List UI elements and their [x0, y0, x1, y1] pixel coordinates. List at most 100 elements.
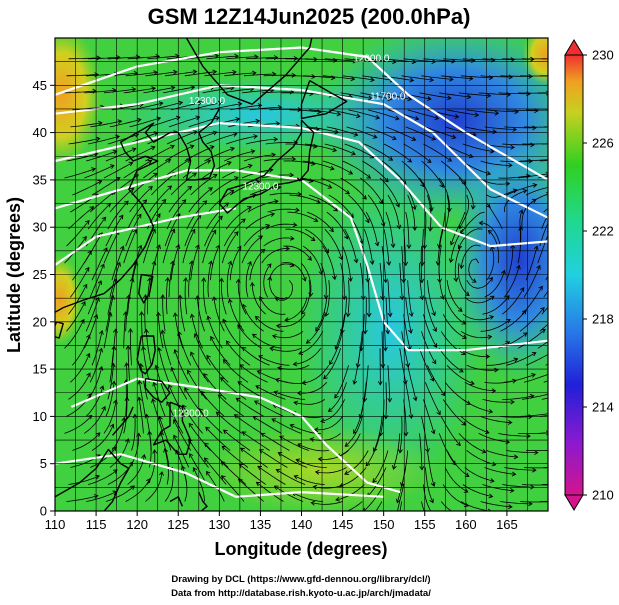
streamline-arrowhead [387, 397, 393, 403]
streamline-arrowhead [206, 354, 211, 360]
streamline-arrowhead [462, 334, 467, 340]
streamline-arrowhead [487, 229, 493, 235]
streamline [442, 484, 469, 507]
streamline-arrowhead [427, 96, 432, 102]
streamline-arrowhead [289, 172, 295, 178]
streamline-arrowhead [522, 332, 528, 337]
streamline [478, 92, 511, 96]
streamline [145, 71, 177, 77]
streamline-arrowhead [501, 269, 506, 275]
streamline [206, 55, 239, 60]
streamline-arrowhead [85, 220, 90, 225]
streamline-arrowhead [313, 427, 319, 433]
streamline-arrowhead [152, 381, 157, 387]
streamline [486, 450, 518, 458]
streamline-arrowhead [187, 185, 193, 191]
streamline-arrowhead [295, 458, 301, 463]
streamline [344, 143, 375, 158]
streamline-arrowhead [168, 384, 173, 390]
x-tick-label: 160 [455, 517, 477, 532]
streamline-arrowhead [392, 135, 397, 141]
streamline-arrowhead [252, 333, 257, 339]
streamline-arrowhead [456, 441, 461, 447]
streamline-arrowhead [399, 533, 403, 537]
streamline-arrowhead [561, 309, 565, 313]
streamline-arrowhead [552, 125, 555, 129]
streamline [194, 333, 211, 366]
streamline [245, 213, 275, 230]
streamline [184, 277, 188, 315]
coastline [55, 321, 64, 339]
streamline-arrowhead [508, 504, 513, 510]
streamline-arrowhead [367, 95, 373, 101]
streamline-arrowhead [405, 362, 411, 368]
streamline-arrowhead [181, 199, 187, 204]
colorbar-tick-label: 222 [592, 224, 614, 239]
streamline [385, 211, 394, 248]
streamline [328, 194, 354, 218]
streamline-arrowhead [515, 264, 521, 270]
streamline-arrowhead [251, 70, 257, 76]
streamline-arrowhead [98, 329, 104, 335]
streamline-arrowhead [175, 115, 181, 121]
streamline [190, 102, 222, 111]
x-tick-label: 130 [208, 517, 230, 532]
colorbar-ticks: 230 226 222 218 214 210 [583, 48, 614, 503]
streamline-arrowhead [238, 463, 244, 469]
streamline [184, 71, 217, 77]
streamline [90, 446, 117, 468]
streamline-arrowhead [80, 318, 85, 324]
streamline-arrowhead [312, 484, 318, 490]
streamline [385, 382, 387, 419]
streamline-arrowhead [522, 309, 527, 315]
streamline-arrowhead [489, 295, 495, 300]
streamline-arrowhead [198, 100, 203, 106]
streamline [504, 374, 536, 383]
chart-title: GSM 12Z14Jun2025 (200.0hPa) [148, 4, 471, 29]
streamline [439, 92, 471, 98]
streamline [83, 232, 103, 264]
streamline [198, 408, 223, 434]
streamline-arrowhead [139, 311, 145, 316]
streamline [130, 328, 132, 366]
streamline-arrowhead [390, 243, 396, 249]
streamline-arrowhead [82, 283, 88, 289]
streamline-arrowhead [99, 385, 105, 391]
streamline [191, 314, 203, 349]
streamline-arrowhead [101, 216, 107, 222]
streamline-arrowhead [205, 426, 210, 432]
streamline [66, 74, 99, 77]
streamline-arrowhead [146, 478, 151, 484]
streamline-arrowhead [419, 261, 425, 267]
streamline [66, 220, 90, 247]
streamline-arrowhead [247, 163, 253, 169]
streamline-arrowhead [113, 399, 118, 405]
streamline [68, 206, 94, 230]
streamline [294, 475, 325, 485]
field-blue-east [450, 140, 548, 380]
y-tick-label: 45 [33, 78, 47, 93]
streamline-arrowhead [532, 467, 537, 473]
streamline [480, 319, 511, 332]
streamline [478, 177, 510, 185]
streamline [324, 143, 356, 155]
streamline-arrowhead [448, 258, 454, 264]
streamline-arrowhead [258, 449, 264, 454]
streamline [311, 501, 343, 505]
streamline [166, 277, 169, 315]
streamline-arrowhead [334, 393, 339, 399]
streamline [289, 194, 321, 204]
streamline [423, 484, 432, 511]
streamline-arrowhead [488, 408, 494, 414]
streamline-arrowhead [463, 488, 469, 493]
streamline-arrowhead [227, 260, 233, 266]
streamline-arrowhead [395, 202, 400, 208]
x-tick-label: 115 [86, 517, 107, 532]
streamline [228, 120, 260, 128]
streamline [259, 296, 286, 315]
streamline [143, 229, 156, 264]
streamline [425, 467, 434, 503]
streamline [457, 263, 470, 296]
colorbar-tick-label: 210 [592, 488, 614, 503]
streamline-arrowhead [550, 57, 554, 61]
